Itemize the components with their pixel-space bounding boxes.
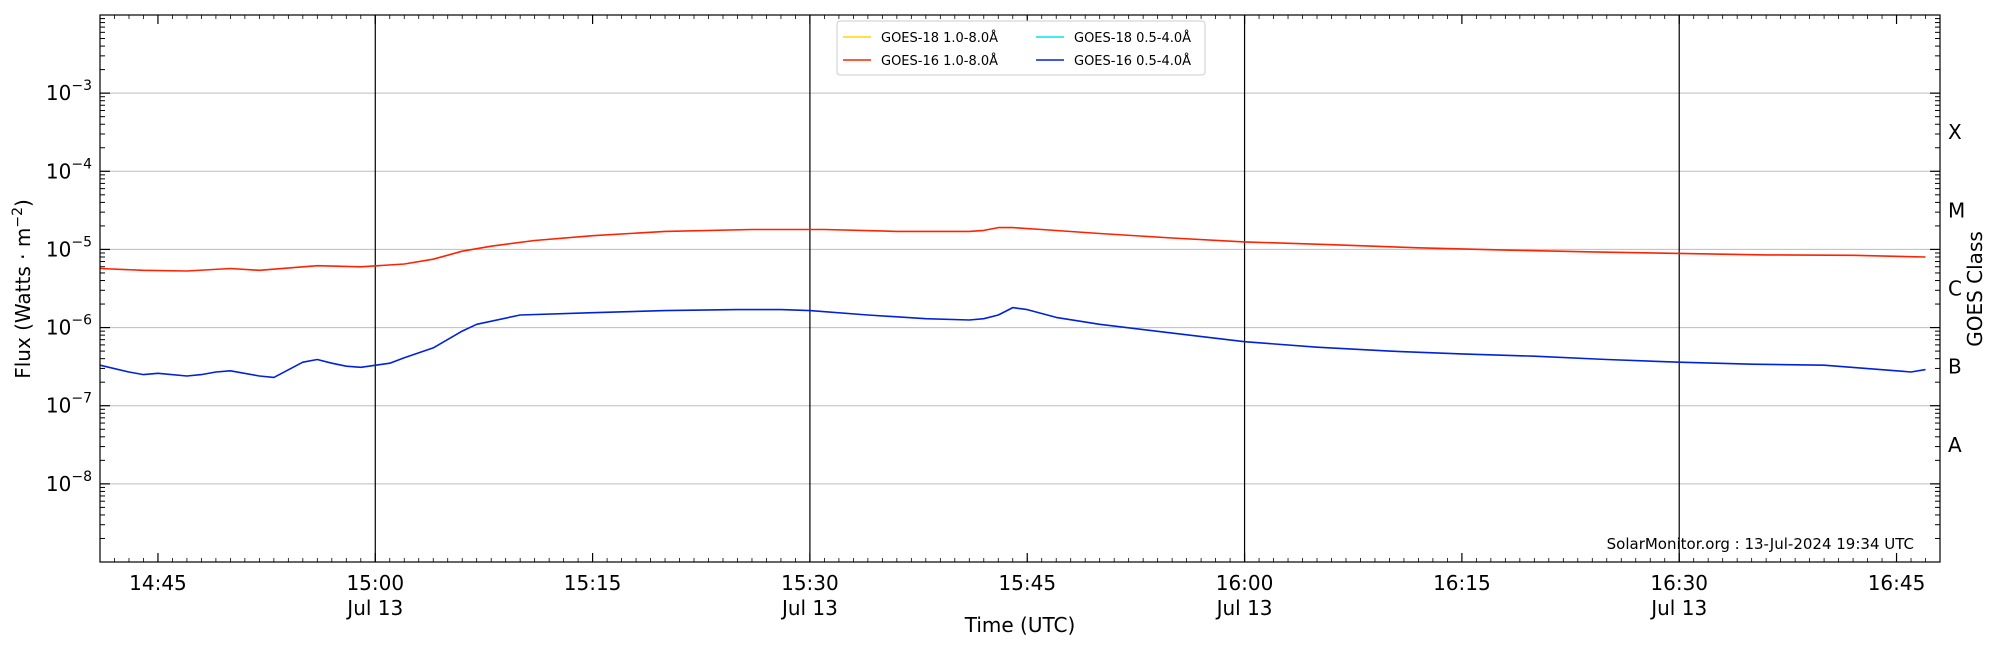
x-tick-label: 14:45 [129, 571, 187, 595]
goes-class-label: X [1948, 120, 1962, 144]
legend: GOES-18 1.0-8.0Å GOES-18 0.5-4.0Å GOES-1… [836, 20, 1206, 76]
x-tick-label: 16:15 [1433, 571, 1491, 595]
horizontal-gridlines [100, 92, 1940, 485]
y-tick-label: 10−7 [46, 391, 92, 418]
x-tick-date-label: Jul 13 [345, 596, 403, 620]
series-goes-16-1-0-8-0 [99, 226, 1926, 272]
goes-class-label: C [1948, 277, 1962, 301]
goes-class-labels: A B C M X [1948, 120, 1965, 457]
series-goes-16-0-5-4-0 [99, 306, 1926, 379]
x-tick-date-label: Jul 13 [780, 596, 838, 620]
y-axis-title-group: Flux (Watts · m−2) [10, 199, 35, 379]
legend-label-goes18-long: GOES-18 1.0-8.0Å [881, 30, 998, 46]
legend-label-goes16-long: GOES-16 1.0-8.0Å [881, 53, 998, 69]
y-tick-label: 10−3 [46, 78, 92, 105]
y-tick-label: 10−4 [46, 156, 92, 183]
x-tick-label: 16:00 [1216, 571, 1274, 595]
plot-frame [99, 14, 1941, 563]
x-axis-title: Time (UTC) [964, 613, 1076, 637]
y-tick-label: 10−8 [46, 469, 92, 496]
x-tick-label: 15:00 [346, 571, 404, 595]
legend-label-goes18-short: GOES-18 0.5-4.0Å [1074, 30, 1191, 46]
minor-ticks [99, 15, 1941, 562]
x-tick-date-label: Jul 13 [1215, 596, 1273, 620]
x-tick-date-label: Jul 13 [1649, 596, 1707, 620]
y-axis-title-close: ) [11, 199, 35, 207]
x-tick-label: 16:45 [1868, 571, 1926, 595]
flux-series [99, 226, 1926, 379]
svg-text:Flux (Watts · m−2): Flux (Watts · m−2) [10, 199, 35, 379]
y-axis-title: Flux (Watts · m [11, 228, 35, 379]
y-axis-ticks: 10−8 10−7 10−6 10−5 10−4 10−3 [46, 78, 1940, 496]
y-tick-label: 10−5 [46, 234, 92, 261]
x-tick-label: 16:30 [1650, 571, 1708, 595]
legend-box [836, 20, 1206, 76]
goes-class-label: B [1948, 355, 1962, 379]
day-boundary-lines [374, 15, 1680, 562]
goes-class-axis-title: GOES Class [1963, 231, 1987, 347]
legend-label-goes16-short: GOES-16 0.5-4.0Å [1074, 53, 1191, 69]
plot-background [100, 15, 1940, 562]
goes-class-label: M [1948, 198, 1965, 222]
x-tick-label: 15:15 [564, 571, 622, 595]
y-axis-title-exponent: −2 [10, 207, 26, 228]
credit-text: SolarMonitor.org : 13-Jul-2024 19:34 UTC [1607, 535, 1914, 553]
goes-class-label: A [1948, 433, 1962, 457]
x-tick-label: 15:45 [998, 571, 1056, 595]
y-tick-label: 10−6 [46, 313, 92, 340]
x-tick-label: 15:30 [781, 571, 839, 595]
